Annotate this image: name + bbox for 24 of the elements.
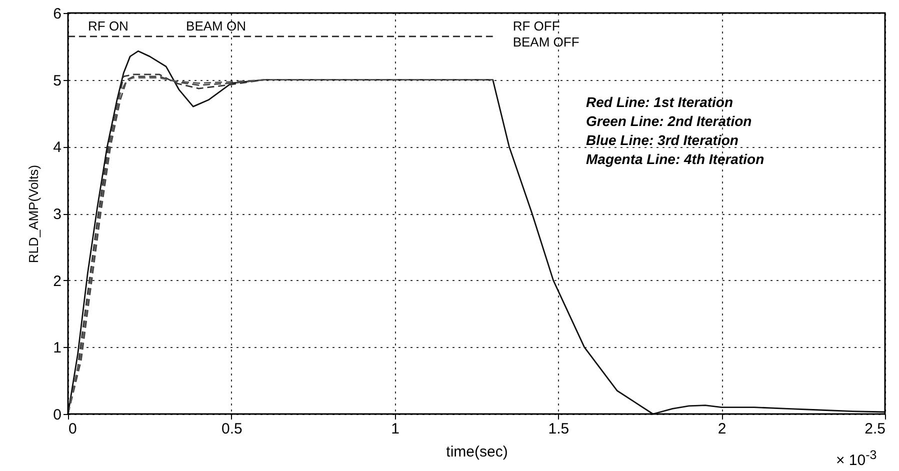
y-tick-label: 1 bbox=[53, 340, 62, 357]
text: × 10$^{-3}$ bbox=[836, 448, 877, 469]
y-tick-label: 6 bbox=[53, 6, 62, 22]
y-tick-label: 2 bbox=[53, 272, 62, 290]
x-tick-label: 0.5 bbox=[221, 420, 242, 438]
x-tick-label: 2 bbox=[718, 420, 726, 438]
x-axis-title: time(sec) bbox=[446, 444, 508, 460]
annotation: BEAM ON bbox=[186, 18, 246, 34]
x-tick-label: 1 bbox=[391, 420, 400, 438]
annotation: Red Line: 1st Iteration bbox=[586, 94, 734, 110]
annotation: RF OFF bbox=[512, 18, 560, 34]
annotation: Magenta Line: 4th Iteration bbox=[586, 151, 764, 167]
annotation: Blue Line: 3rd Iteration bbox=[586, 132, 738, 148]
x-tick-label: 2.5 bbox=[864, 420, 886, 438]
y-axis-title: RLD_AMP(Volts) bbox=[26, 164, 42, 264]
annotation: Green Line: 2nd Iteration bbox=[586, 113, 752, 129]
y-tick-label: 4 bbox=[53, 139, 62, 156]
x-tick-label: 0 bbox=[68, 420, 77, 438]
annotation: BEAM OFF bbox=[512, 34, 580, 50]
annotation: RF ON bbox=[88, 18, 128, 34]
x-tick-label: 1.5 bbox=[548, 420, 570, 438]
y-tick-label: 3 bbox=[53, 206, 62, 223]
y-tick-label: 5 bbox=[53, 72, 62, 90]
y-tick-label: 0 bbox=[53, 406, 62, 424]
